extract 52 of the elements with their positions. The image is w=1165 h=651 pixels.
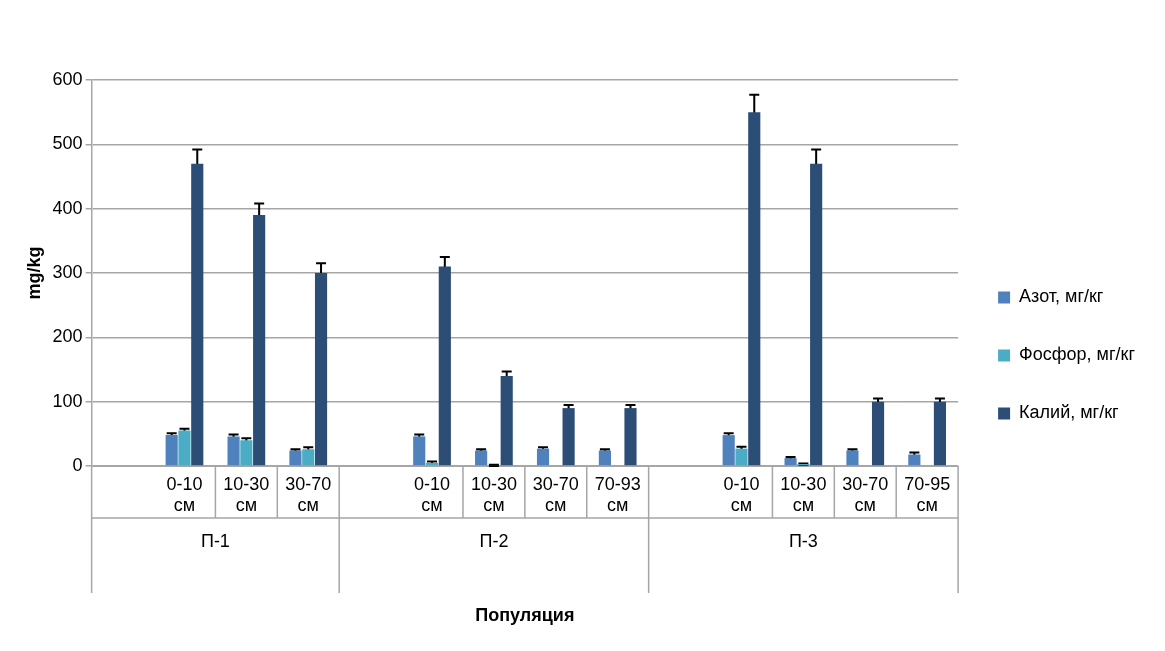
bar [722,435,735,466]
bar [536,448,550,466]
y-tick-label: 500 [52,133,83,154]
bar [624,408,637,466]
x-axis-title: Популяция [475,605,575,626]
text: П-2 [479,530,509,551]
bar [253,215,266,466]
bar [302,449,315,466]
x-tick-label: 10-30 см [780,473,827,516]
y-axis-title: mg/kg [23,246,44,300]
y-tick-label: 200 [52,326,83,347]
bar [598,450,611,466]
bar [933,401,947,466]
bar [475,450,488,466]
bar [413,436,426,466]
y-tick-label: 0 [72,454,83,475]
x-tick-label: 0-10 см [723,473,760,516]
legend-label: Калий, мг/кг [1019,402,1120,423]
y-tick-label: 600 [52,68,83,89]
x-tick-label: 30-70 см [532,473,579,516]
bar [438,266,451,466]
bar [240,440,253,466]
bar [908,454,921,466]
bar [748,112,761,466]
bar [165,435,178,466]
bar [289,450,302,466]
bar [178,430,191,466]
bar [500,375,513,466]
bar [871,401,885,466]
text: П-1 [200,530,230,551]
legend-label: Азот, мг/кг [1019,286,1104,307]
bar [314,273,328,466]
bar [735,448,748,466]
bar [227,436,240,466]
legend-label: Фосфор, мг/кг [1019,344,1136,365]
y-tick-label: 400 [52,197,83,218]
bar [846,450,859,466]
y-tick-label: 100 [52,390,83,411]
x-tick-label: 70-95 см [904,473,951,516]
y-tick-label: 300 [52,261,83,282]
x-tick-label: 70-93 см [594,473,641,516]
bar [784,458,797,466]
x-tick-label: 30-70 см [842,473,889,516]
bar [562,408,575,466]
bar [191,163,204,466]
x-tick-label: 0-10 см [166,473,203,516]
x-tick-label: 0-10 см [414,473,451,516]
bar [810,163,823,466]
x-tick-label: 10-30 см [470,473,517,516]
x-tick-label: 30-70 см [285,473,332,516]
text: П-3 [788,530,818,551]
x-tick-label: 10-30 см [223,473,270,516]
